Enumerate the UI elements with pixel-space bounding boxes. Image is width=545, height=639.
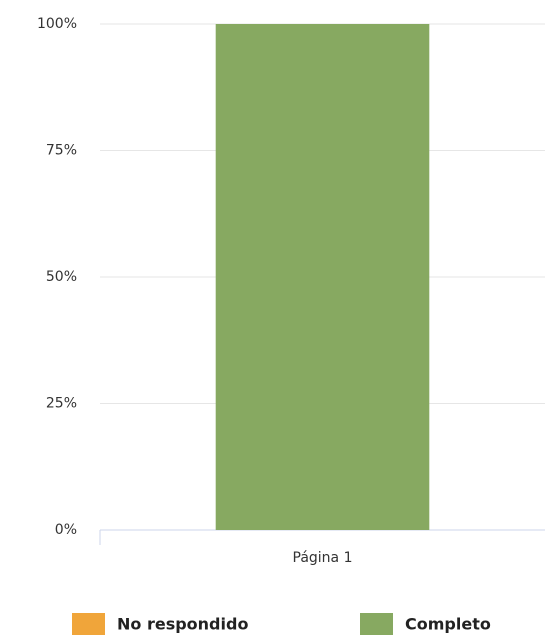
y-tick-label: 50%: [46, 269, 77, 285]
legend-text: Completo: [405, 615, 491, 634]
legend-text: No respondido: [117, 615, 248, 634]
x-tick-label: Página 1: [293, 550, 353, 566]
legend-swatch: [360, 613, 393, 635]
bar: [215, 24, 430, 530]
y-tick-label: 75%: [46, 143, 77, 159]
legend-swatch: [72, 613, 105, 635]
y-tick-label: 25%: [46, 396, 77, 412]
y-tick-label: 100%: [37, 16, 77, 32]
y-tick-label: 0%: [55, 522, 77, 538]
